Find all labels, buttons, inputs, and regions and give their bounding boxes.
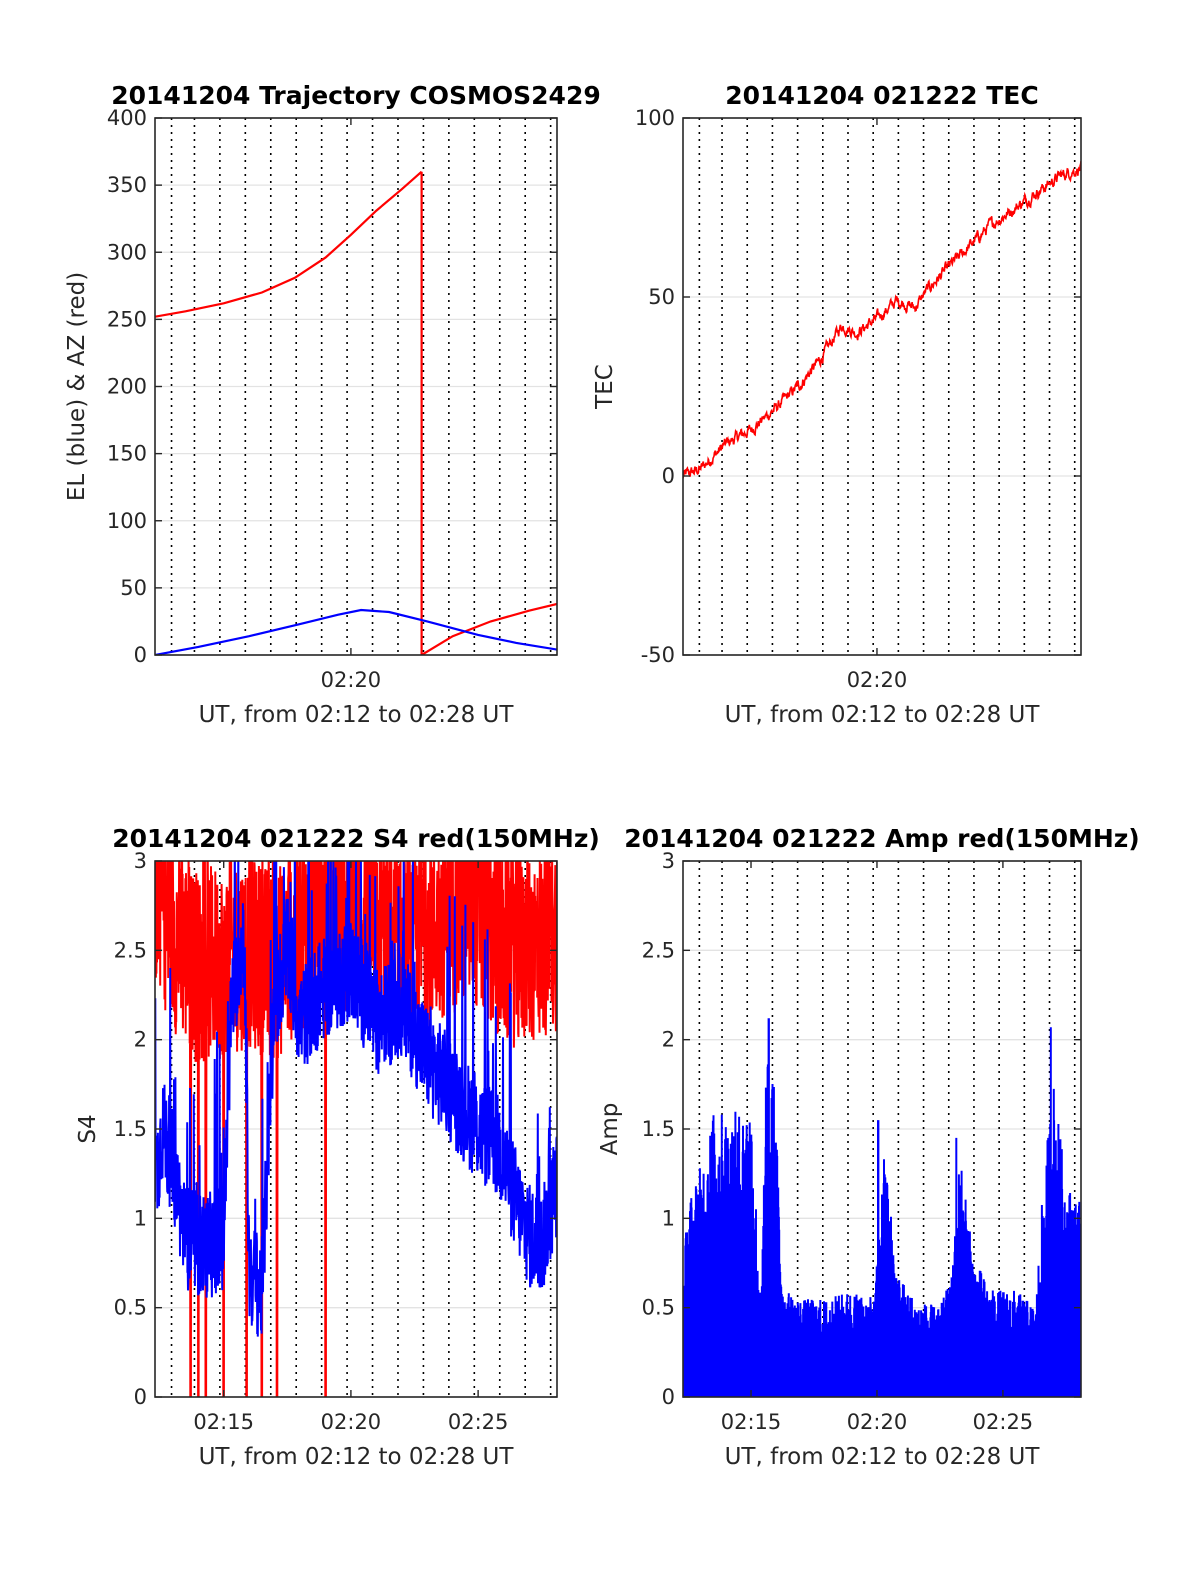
panel-4: 0 0.5 1 1.5 2 2.5 3 02:15 02:20 02:25 UT, from 02:… [597, 824, 1140, 1470]
y-tick-label: 1 [134, 1206, 147, 1230]
y-tick-label: -50 [641, 643, 675, 667]
series-s4-blue-line [155, 861, 557, 1337]
y-tick-label: 2.5 [114, 938, 147, 962]
y-tick-label: 300 [107, 240, 147, 264]
y-tick-label: 50 [648, 285, 675, 309]
y-axis-label: EL (blue) & AZ (red) [64, 272, 90, 501]
y-tick-label: 350 [107, 173, 147, 197]
series-amp-bars [683, 1018, 1081, 1397]
plot-area [683, 160, 1081, 480]
y-tick-label: 100 [635, 106, 675, 130]
y-tick-label: 2 [134, 1028, 147, 1052]
x-axis-label: UT, from 02:12 to 02:28 UT [199, 702, 515, 728]
panel-3: 0 0.5 1 1.5 2 2.5 3 02:15 02:20 02:25 UT, from 02:… [75, 824, 600, 1470]
x-tick-label: 02:25 [448, 1410, 509, 1434]
y-tick-label: 1 [662, 1206, 675, 1230]
series-tec-line [683, 160, 1081, 480]
chart-title: 20141204 021222 S4 red(150MHz) [112, 824, 600, 853]
plot-area [155, 861, 557, 1397]
y-tick-label: 2.5 [642, 938, 675, 962]
x-tick-label: 02:15 [721, 1410, 782, 1434]
y-tick-label: 3 [134, 849, 147, 873]
plot-area [683, 1018, 1081, 1397]
y-tick-label: 0 [134, 643, 147, 667]
y-tick-label: 100 [107, 509, 147, 533]
y-axis-label: TEC [592, 364, 618, 410]
y-tick-label: 2 [662, 1028, 675, 1052]
x-tick-label: 02:25 [973, 1410, 1034, 1434]
y-tick-label: 400 [107, 106, 147, 130]
y-tick-label: 150 [107, 442, 147, 466]
y-tick-label: 3 [662, 849, 675, 873]
chart-title: 20141204 021222 TEC [725, 81, 1038, 110]
x-tick-label: 02:20 [321, 668, 382, 692]
y-axis-label: S4 [75, 1114, 101, 1143]
chart-title: 20141204 Trajectory COSMOS2429 [111, 81, 601, 110]
x-tick-label: 02:20 [847, 668, 908, 692]
plot-area [155, 170, 557, 655]
series-az-line [155, 170, 423, 318]
y-tick-label: 0.5 [642, 1296, 675, 1320]
y-tick-label: 0.5 [114, 1296, 147, 1320]
y-tick-label: 0 [662, 464, 675, 488]
x-tick-label: 02:20 [321, 1410, 382, 1434]
x-tick-label: 02:15 [193, 1410, 254, 1434]
x-tick-label: 02:20 [847, 1410, 908, 1434]
x-axis-label: UT, from 02:12 to 02:28 UT [725, 1444, 1041, 1470]
series-el-line [155, 608, 557, 655]
y-tick-label: 200 [107, 375, 147, 399]
y-tick-label: 1.5 [114, 1117, 147, 1141]
chart-title: 20141204 021222 Amp red(150MHz) [624, 824, 1140, 853]
y-tick-label: 50 [120, 576, 147, 600]
y-tick-label: 250 [107, 307, 147, 331]
y-tick-label: 1.5 [642, 1117, 675, 1141]
y-axis-label: Amp [597, 1103, 623, 1156]
axes-box [682, 117, 1082, 656]
series-s4-red-line [155, 861, 557, 1397]
series-az-line [421, 602, 557, 655]
x-axis-label: UT, from 02:12 to 02:28 UT [725, 702, 1041, 728]
x-axis-label: UT, from 02:12 to 02:28 UT [199, 1444, 515, 1470]
y-tick-label: 0 [662, 1385, 675, 1409]
panel-1: 0 50 100 150 200 250 300 350 400 02:20 UT, from 02… [64, 81, 601, 728]
y-tick-label: 0 [134, 1385, 147, 1409]
panel-2: -50 0 50 100 02:20 UT, from 02:12 to 02:28 UT… [592, 81, 1082, 728]
